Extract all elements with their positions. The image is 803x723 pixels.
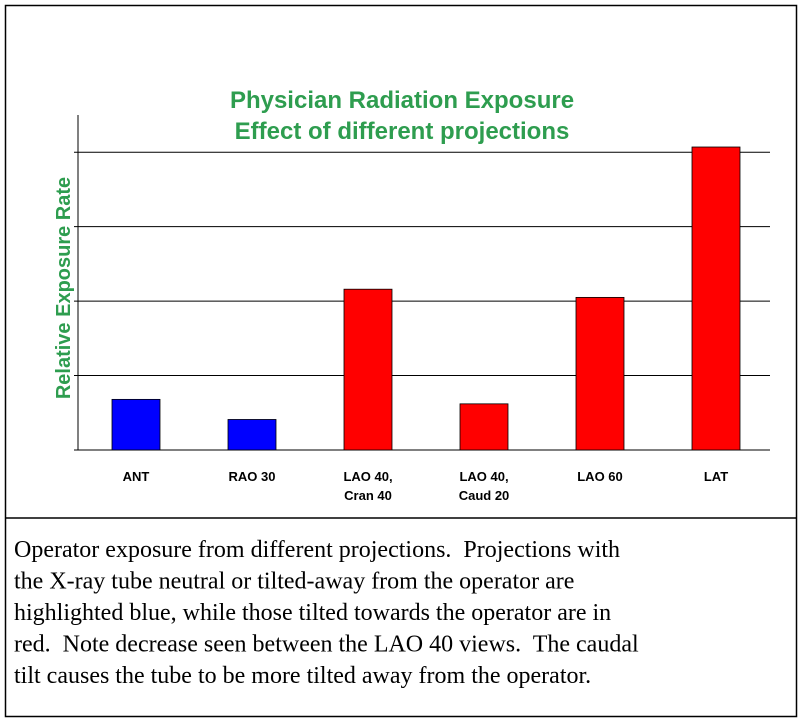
frame — [4, 4, 798, 718]
bar — [575, 296, 625, 451]
bar — [227, 419, 277, 451]
bar — [343, 288, 393, 451]
caption-line: highlighted blue, while those tilted tow… — [14, 600, 611, 626]
bar — [111, 398, 161, 451]
bar — [691, 146, 741, 451]
x-tick-label: LAO 40, Caud 20 — [459, 469, 510, 503]
x-tick-label: ANT — [123, 469, 150, 484]
caption-line: the X-ray tube neutral or tilted-away fr… — [14, 569, 574, 595]
bar — [459, 403, 509, 451]
caption-line: tilt causes the tube to be more tilted a… — [14, 663, 591, 689]
chart-title: Physician Radiation Exposure — [230, 87, 574, 114]
x-tick-label: RAO 30 — [229, 469, 276, 484]
chart-subtitle: Effect of different projections — [235, 118, 570, 145]
caption-line: Operator exposure from different project… — [14, 537, 620, 563]
x-tick-label: LAO 60 — [577, 469, 623, 484]
x-tick-label: LAT — [704, 469, 728, 484]
y-axis-label: Relative Exposure Rate — [53, 177, 75, 399]
caption-line: red. Note decrease seen between the LAO … — [14, 632, 639, 658]
x-tick-label: LAO 40, Cran 40 — [343, 469, 392, 503]
